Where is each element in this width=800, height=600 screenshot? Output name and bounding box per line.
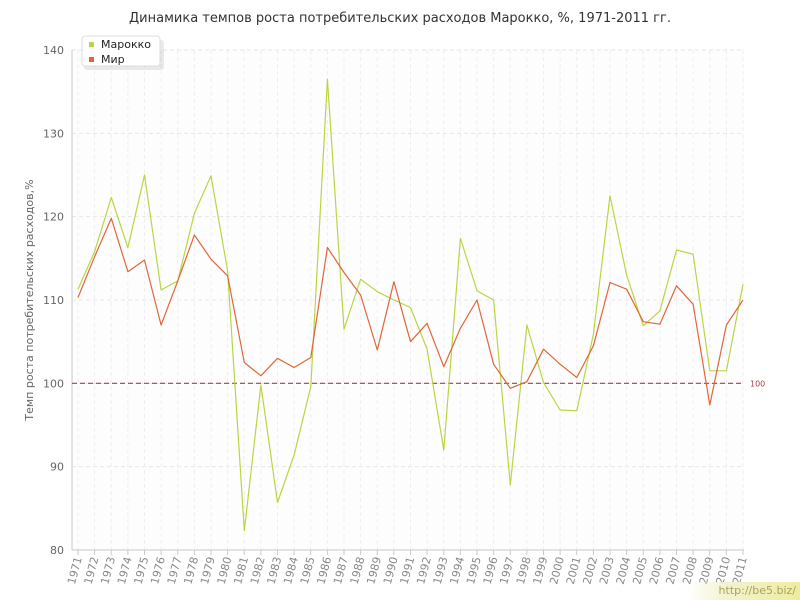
series-line-morocco	[77, 78, 744, 532]
legend-label[interactable]: Мир	[101, 53, 125, 66]
y-tick-labels: 80 90 100 110 120 130 140	[43, 44, 64, 557]
legend-box	[81, 35, 161, 67]
y-tick-label: 140	[43, 44, 64, 57]
y-tick-label: 120	[43, 211, 64, 224]
series-line-world	[77, 217, 744, 406]
y-tick-label: 100	[43, 377, 64, 390]
legend-swatch	[89, 57, 94, 62]
y-tick-label: 80	[50, 544, 64, 557]
y-axis-label: Темп роста потребительских расходов,%	[23, 179, 36, 421]
legend[interactable]: Марокко Мир	[81, 35, 164, 70]
watermark[interactable]: http://be5.biz/	[688, 582, 800, 600]
legend-swatch	[89, 42, 94, 47]
x-tick-labels: 1971197219731974197519761977197819791980…	[65, 555, 750, 585]
reference-line: 100	[72, 379, 765, 388]
series-group	[77, 78, 744, 532]
legend-label[interactable]: Марокко	[101, 38, 151, 51]
y-tick-label: 130	[43, 127, 64, 140]
y-tick-label: 90	[50, 461, 64, 474]
y-tick-label: 110	[43, 294, 64, 307]
axes	[71, 50, 744, 555]
reference-line-label: 100	[750, 379, 765, 388]
chart-title: Динамика темпов роста потребительских ра…	[129, 11, 671, 26]
grid	[72, 49, 744, 550]
